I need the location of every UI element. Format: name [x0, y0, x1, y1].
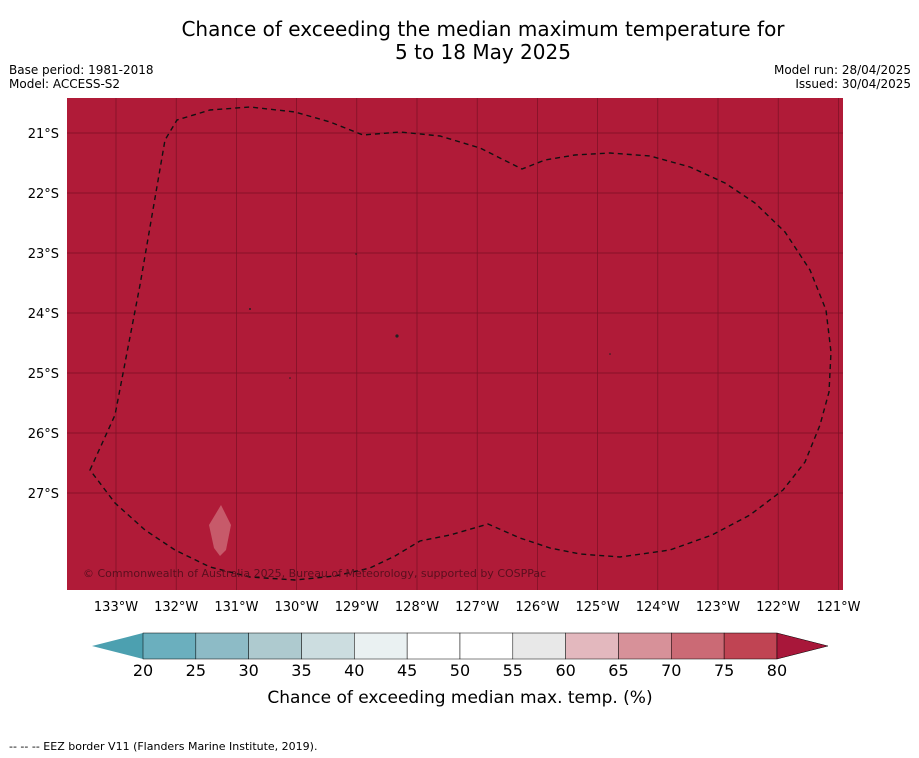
- issued-date: Issued: 30/04/2025: [795, 77, 911, 91]
- map-copyright: © Commonwealth of Australia 2025, Bureau…: [83, 567, 546, 580]
- model-run: Model run: 28/04/2025: [773, 63, 911, 77]
- lat-label: 21°S: [28, 127, 59, 142]
- lon-label: 126°W: [515, 600, 559, 615]
- colorbar-high-extension: [776, 632, 829, 660]
- model-name: Model: ACCESS-S2: [9, 77, 121, 91]
- lon-label: 129°W: [335, 600, 379, 615]
- base-period: Base period: 1981-2018: [9, 63, 154, 77]
- title-line-2: 5 to 18 May 2025: [395, 40, 571, 64]
- colorbar-segment: [618, 632, 672, 660]
- colorbar-segment: [406, 632, 461, 660]
- colorbar-segment: [671, 632, 725, 660]
- colorbar-tick-label: 65: [608, 661, 628, 680]
- colorbar-tick-label: 75: [714, 661, 734, 680]
- lat-label: 24°S: [28, 307, 59, 322]
- colorbar-tick-label: 30: [238, 661, 258, 680]
- footnote: -- -- -- EEZ border V11 (Flanders Marine…: [9, 740, 318, 753]
- colorbar: 20 25 30 35 40 45 50 55 60 65 70 75 80 Chance of exc…: [92, 632, 829, 708]
- colorbar-tick-labels: 20 25 30 35 40 45 50 55 60 65 70 75 80: [133, 661, 787, 680]
- colorbar-low-extension: [92, 633, 143, 659]
- colorbar-segment: [248, 632, 302, 660]
- colorbar-segment: [723, 632, 778, 660]
- chart-title: Chance of exceeding the median maximum t…: [0, 18, 919, 64]
- lat-label: 25°S: [28, 367, 59, 382]
- lon-label: 125°W: [576, 600, 620, 615]
- lon-label: 130°W: [275, 600, 319, 615]
- lon-label: 122°W: [756, 600, 800, 615]
- colorbar-segment: [195, 632, 249, 660]
- lat-label: 23°S: [28, 247, 59, 262]
- lon-label: 133°W: [94, 600, 138, 615]
- lon-label: 128°W: [395, 600, 439, 615]
- lon-label: 131°W: [214, 600, 258, 615]
- island-markers: [249, 253, 611, 379]
- latitude-labels: 21°S 22°S 23°S 24°S 25°S 26°S 27°S: [28, 127, 59, 502]
- colorbar-title: Chance of exceeding median max. temp. (%…: [267, 688, 652, 708]
- colorbar-tick-label: 40: [344, 661, 364, 680]
- colorbar-segment: [142, 632, 197, 660]
- colorbar-segment: [512, 632, 566, 660]
- colorbar-segment: [459, 632, 514, 660]
- title-line-1: Chance of exceeding the median maximum t…: [181, 17, 785, 41]
- longitude-labels: 133°W 132°W 131°W 130°W 129°W 128°W 127°W 126°W…: [94, 600, 861, 615]
- lon-label: 132°W: [154, 600, 198, 615]
- lon-label: 127°W: [455, 600, 499, 615]
- colorbar-segment: [354, 632, 408, 660]
- map-background: [67, 98, 843, 590]
- colorbar-tick-label: 25: [186, 661, 206, 680]
- lat-label: 26°S: [28, 427, 59, 442]
- colorbar-segment: [301, 632, 355, 660]
- lon-label: 124°W: [636, 600, 680, 615]
- meta-left: Base period: 1981-2018 Model: ACCESS-S2: [9, 63, 154, 91]
- colorbar-tick-label: 45: [397, 661, 417, 680]
- lat-label: 22°S: [28, 187, 59, 202]
- lon-label: 121°W: [816, 600, 860, 615]
- colorbar-tick-label: 20: [133, 661, 153, 680]
- colorbar-tick-label: 55: [503, 661, 523, 680]
- colorbar-tick-label: 35: [291, 661, 311, 680]
- colorbar-tick-label: 50: [450, 661, 470, 680]
- map-gridlines: [67, 98, 843, 590]
- meta-right: Model run: 28/04/2025 Issued: 30/04/2025: [774, 63, 911, 91]
- lat-label: 27°S: [28, 487, 59, 502]
- colorbar-tick-label: 60: [555, 661, 575, 680]
- anomaly-patch: [209, 505, 231, 556]
- colorbar-segments: [142, 632, 778, 660]
- lon-label: 123°W: [696, 600, 740, 615]
- colorbar-segment: [565, 632, 619, 660]
- colorbar-tick-label: 80: [767, 661, 787, 680]
- colorbar-tick-label: 70: [661, 661, 681, 680]
